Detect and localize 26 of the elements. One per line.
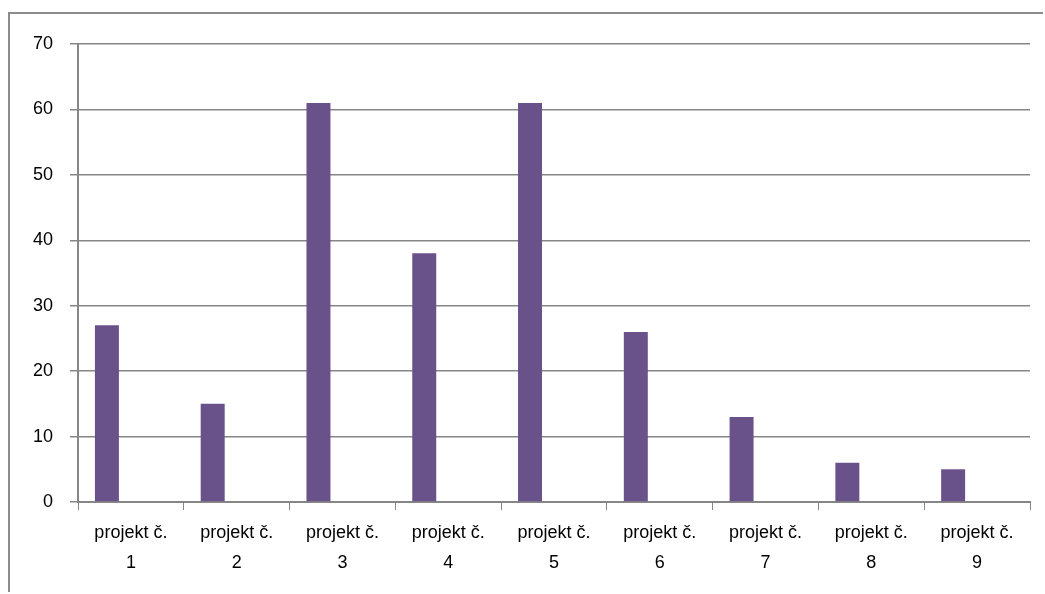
- y-tick-label: 40: [32, 229, 53, 250]
- y-tick-label: 50: [32, 163, 53, 184]
- x-tick-label: projekt č. 2: [200, 521, 274, 572]
- bar: [306, 102, 331, 502]
- bar: [941, 469, 966, 502]
- y-tick-label: 10: [32, 425, 53, 446]
- x-tick-label: projekt č. 1: [94, 521, 168, 572]
- bar: [94, 325, 119, 502]
- y-tick-label: 20: [32, 360, 53, 381]
- bar: [623, 331, 648, 502]
- bar: [412, 253, 437, 502]
- y-tick-label: 60: [32, 98, 53, 119]
- x-tick-label: projekt č. 9: [940, 521, 1014, 572]
- x-tick-label: projekt č. 6: [623, 521, 697, 572]
- y-tick-label: 70: [32, 32, 53, 53]
- x-tick-label: projekt č. 8: [834, 521, 908, 572]
- x-tick-label: projekt č. 5: [517, 521, 591, 572]
- bar: [835, 462, 860, 502]
- bar: [200, 403, 225, 502]
- x-tick-label: projekt č. 7: [729, 521, 803, 572]
- bar: [729, 416, 754, 502]
- x-tick-label: projekt č. 4: [411, 521, 485, 572]
- bar: [518, 102, 543, 502]
- y-tick-label: 0: [42, 490, 53, 511]
- y-tick-label: 30: [32, 294, 53, 315]
- x-tick-label: projekt č. 3: [305, 521, 379, 572]
